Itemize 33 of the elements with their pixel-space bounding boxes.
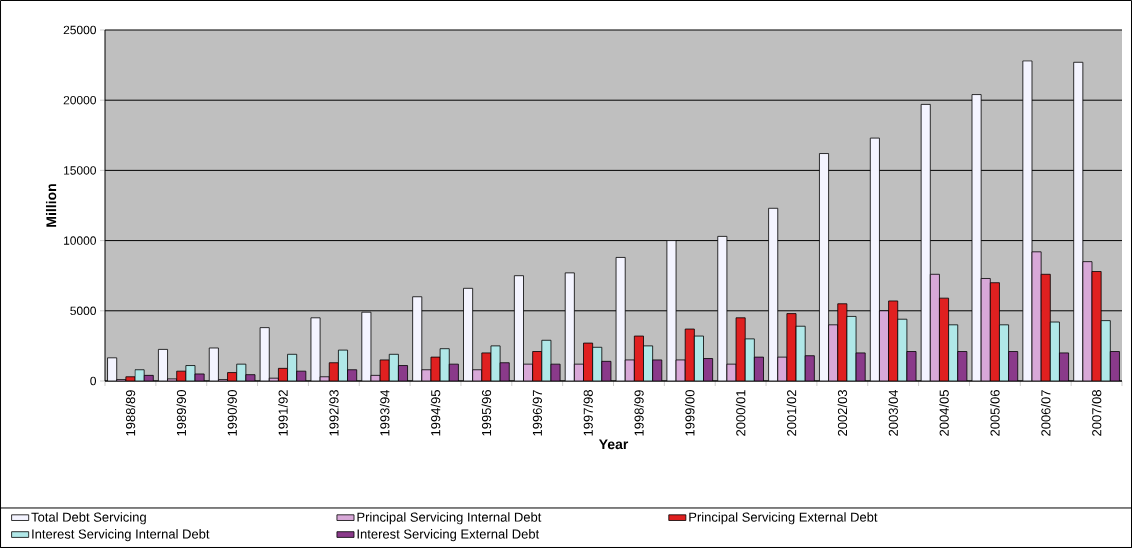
x-tick-label: 1999/00 bbox=[685, 390, 695, 436]
x-axis-title: Year bbox=[598, 439, 629, 450]
x-tick-label: 1990/90 bbox=[227, 390, 237, 436]
y-tick-label: 0 bbox=[90, 376, 97, 386]
legend-label: Principal Servicing External Debt bbox=[689, 512, 878, 525]
x-tick-label: 1996/97 bbox=[532, 390, 542, 436]
y-axis-title: Million bbox=[45, 184, 57, 227]
x-tick-label: 2002/03 bbox=[837, 390, 848, 436]
x-tick-label: 1997/98 bbox=[583, 390, 593, 436]
x-tick-label: 1994/95 bbox=[430, 390, 441, 436]
y-tick-label: 10000 bbox=[64, 236, 97, 245]
x-tick-label: 2007/08 bbox=[1091, 390, 1102, 436]
legend-label: Principal Servicing Internal Debt bbox=[357, 512, 542, 525]
x-tick-label: 1992/93 bbox=[329, 390, 339, 436]
legend-label: Total Debt Servicing bbox=[31, 512, 146, 525]
x-tick-label: 1995/96 bbox=[481, 390, 492, 436]
x-tick-label: 2005/06 bbox=[990, 390, 1000, 436]
legend-label: Interest Servicing External Debt bbox=[357, 529, 540, 542]
x-tick-label: 2003/04 bbox=[888, 389, 898, 436]
y-tick-label: 5000 bbox=[70, 306, 97, 316]
x-tick-label: 2000/01 bbox=[735, 390, 746, 436]
x-tick-label: 1993/94 bbox=[379, 389, 390, 436]
y-tick-label: 25000 bbox=[63, 25, 97, 35]
y-tick-label: 15000 bbox=[64, 166, 97, 175]
x-tick-label: 1991/92 bbox=[278, 390, 288, 436]
x-tick-label: 1989/90 bbox=[176, 390, 187, 436]
x-tick-label: 1998/99 bbox=[634, 390, 644, 436]
x-tick-label: 2006/07 bbox=[1040, 390, 1051, 436]
x-tick-label: 1988/89 bbox=[125, 390, 136, 436]
x-tick-label: 2001/02 bbox=[786, 390, 797, 436]
x-tick-label: 2004/05 bbox=[939, 390, 949, 436]
y-tick-label: 20000 bbox=[63, 95, 97, 105]
legend-label: Interest Servicing Internal Debt bbox=[32, 529, 210, 542]
